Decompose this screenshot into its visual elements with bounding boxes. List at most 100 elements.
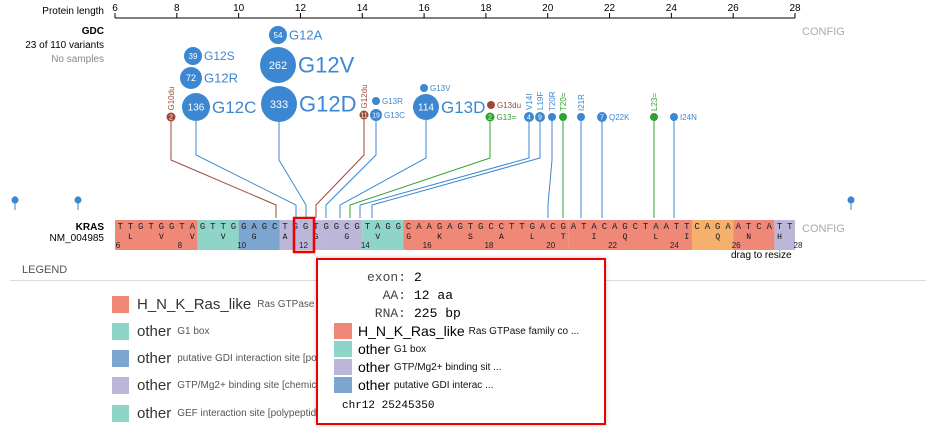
legend-name: other bbox=[137, 349, 172, 367]
legend-title: LEGEND bbox=[22, 264, 68, 276]
amino-acid: G bbox=[314, 233, 319, 242]
variant-connectors bbox=[170, 119, 675, 218]
variant-bubble[interactable]: 19 G13C bbox=[370, 109, 405, 121]
variant-label: G12R bbox=[204, 71, 238, 86]
nucleotide: G bbox=[169, 222, 174, 232]
legend-item[interactable]: other GTP/Mg2+ binding site [chemic bbox=[112, 375, 316, 395]
nucleotide: A bbox=[540, 222, 546, 232]
variant-count: 19 bbox=[372, 112, 380, 119]
variant-bubble[interactable]: G13du bbox=[487, 101, 521, 110]
ruler-tick-label: 24 bbox=[666, 3, 678, 14]
legend-desc: putative GDI interaction site [po bbox=[177, 352, 317, 364]
legend-swatch bbox=[112, 376, 129, 394]
variant-bubble[interactable]: 9 L19F bbox=[535, 92, 545, 122]
marker-dot[interactable] bbox=[11, 196, 19, 204]
variant-bubble[interactable]: 4 V14I bbox=[524, 94, 534, 122]
nucleotide: T bbox=[519, 222, 525, 232]
variant-label: G13R bbox=[382, 97, 403, 106]
amino-acid: G bbox=[344, 233, 349, 242]
nucleotide: C bbox=[499, 222, 505, 232]
nucleotide: T bbox=[684, 222, 690, 232]
amino-acid: V bbox=[221, 233, 226, 242]
domain-segment bbox=[733, 220, 775, 250]
amino-acid: I bbox=[684, 233, 689, 242]
legend-desc: GEF interaction site [polypeptide bindin… bbox=[177, 407, 360, 419]
tooltip-domain: H_N_K_Ras_like Ras GTPase family co ... bbox=[334, 322, 579, 340]
amino-acid: I bbox=[592, 233, 597, 242]
amino-acid: K bbox=[437, 233, 442, 242]
variant-bubble[interactable]: I24N bbox=[670, 113, 697, 122]
variant-circle bbox=[650, 113, 658, 121]
nucleotide: T bbox=[787, 222, 793, 232]
tooltip-aa-value: 12 aa bbox=[414, 287, 454, 303]
variant-circle bbox=[420, 84, 428, 92]
variant-bubble[interactable]: 114 G13D bbox=[413, 94, 485, 120]
nucleotide: A bbox=[736, 222, 742, 232]
variant-bubble[interactable]: 39 G12S bbox=[184, 47, 235, 65]
variant-bubble[interactable]: L23= bbox=[650, 93, 659, 121]
tooltip-domain-name: other bbox=[358, 359, 390, 375]
nucleotide: A bbox=[653, 222, 659, 232]
tooltip-domain-name: other bbox=[358, 377, 390, 393]
legend-swatch bbox=[112, 322, 129, 340]
variant-bubble[interactable]: G13V bbox=[420, 84, 451, 93]
variant-bubble[interactable]: 72 G12R bbox=[180, 67, 238, 89]
legend-name: other bbox=[137, 404, 172, 422]
variant-bubble[interactable]: 136 G12C bbox=[182, 93, 256, 121]
drag-resize-hint[interactable]: drag to resize bbox=[731, 250, 792, 261]
variant-bubble[interactable]: G13R bbox=[372, 97, 403, 106]
variant-circle bbox=[548, 113, 556, 121]
tooltip-domain-name: other bbox=[358, 341, 390, 357]
variant-bubble[interactable]: 2 G10du bbox=[166, 86, 177, 122]
nucleotide: A bbox=[571, 222, 577, 232]
variant-bubble[interactable]: 54 G12A bbox=[269, 26, 323, 44]
tooltip-aa-label: AA: bbox=[382, 287, 406, 303]
variant-bubble[interactable]: T20R bbox=[548, 91, 557, 121]
nucleotide: G bbox=[560, 222, 565, 232]
legend-item[interactable]: other G1 box bbox=[112, 321, 209, 341]
variant-connector bbox=[325, 121, 377, 218]
nucleotide: C bbox=[633, 222, 639, 232]
variant-label: G12A bbox=[289, 28, 323, 43]
variant-label: G12S bbox=[204, 49, 235, 63]
codon-highlight bbox=[292, 216, 316, 254]
amino-acid: A bbox=[499, 233, 504, 242]
aa-position-label: 22 bbox=[608, 241, 617, 250]
variant-bubble[interactable]: 2 G13= bbox=[485, 112, 517, 122]
nucleotide: G bbox=[293, 222, 298, 232]
variant-circle bbox=[370, 109, 382, 121]
gdc-title: GDC bbox=[82, 26, 104, 37]
legend-item[interactable]: other putative GDI interaction site [po bbox=[112, 348, 317, 368]
amino-acid: L bbox=[654, 233, 659, 242]
nucleotide: C bbox=[694, 222, 700, 232]
nucleotide: G bbox=[324, 222, 329, 232]
amino-acid: V bbox=[375, 233, 380, 242]
variant-bubble[interactable]: 333 G12D bbox=[261, 86, 356, 122]
variant-count: 2 bbox=[169, 114, 173, 121]
nucleotide: G bbox=[396, 222, 401, 232]
transcript-id: NM_004985 bbox=[50, 233, 105, 244]
nucleotide: T bbox=[313, 222, 319, 232]
gdc-config-button[interactable]: CONFIG bbox=[802, 26, 845, 38]
nucleotide: G bbox=[478, 222, 483, 232]
variant-bubble[interactable]: 11 G12du bbox=[359, 84, 370, 120]
tooltip-domain: other GTP/Mg2+ binding sit ... bbox=[334, 358, 579, 376]
variant-bubble[interactable]: 7 Q22K bbox=[597, 112, 630, 122]
variant-bubble[interactable]: T20= bbox=[559, 92, 568, 121]
nucleotide: G bbox=[200, 222, 205, 232]
legend-item[interactable]: other GEF interaction site [polypeptide … bbox=[112, 403, 360, 423]
variant-circle bbox=[184, 47, 202, 65]
marker-dot[interactable] bbox=[847, 196, 855, 204]
variant-count: 136 bbox=[188, 103, 205, 114]
variant-bubble[interactable]: 262 G12V bbox=[260, 47, 355, 83]
variant-count: 7 bbox=[600, 114, 604, 121]
legend-item[interactable]: H_N_K_Ras_like Ras GTPase f bbox=[112, 294, 320, 314]
variant-bubble[interactable]: I21R bbox=[577, 94, 586, 121]
marker-dot[interactable] bbox=[74, 196, 82, 204]
variant-label: G12V bbox=[298, 53, 355, 78]
gene-config-button[interactable]: CONFIG bbox=[802, 223, 845, 235]
nucleotide: C bbox=[406, 222, 412, 232]
ruler-tick-label: 26 bbox=[728, 3, 740, 14]
variant-count: 72 bbox=[186, 73, 196, 83]
